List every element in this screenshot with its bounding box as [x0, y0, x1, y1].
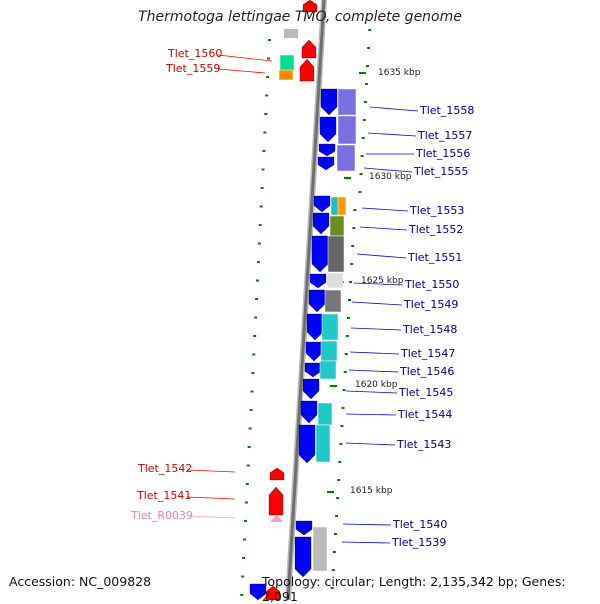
backbone-line — [286, 0, 326, 600]
gene-category-block — [321, 313, 339, 341]
leader-line — [348, 369, 399, 373]
gene-category-block — [337, 88, 357, 116]
leader-line — [341, 541, 391, 544]
gene-label-tlet-1552: Tlet_1552 — [409, 223, 464, 236]
reverse-gene-arrow — [302, 378, 320, 400]
reverse-gene-arrow — [320, 88, 338, 116]
leader-line — [342, 523, 392, 526]
leader-line — [356, 253, 407, 259]
reverse-gene-arrow — [304, 362, 322, 378]
gene-label-tlet-1545: Tlet_1545 — [399, 386, 454, 399]
reverse-gene-arrow — [295, 520, 313, 536]
leader-line — [349, 351, 400, 355]
gene-label-tlet-1557: Tlet_1557 — [418, 129, 473, 142]
leader-line — [186, 496, 236, 500]
gene-label-tlet-1546: Tlet_1546 — [400, 365, 455, 378]
kbp-scale-label: 1625 kbp — [361, 276, 404, 286]
gene-category-block — [326, 272, 344, 289]
reverse-gene-arrow — [298, 424, 316, 464]
reverse-gene-arrow — [309, 273, 327, 289]
reverse-gene-arrow — [300, 400, 318, 424]
gene-label-tlet-1555: Tlet_1555 — [414, 165, 469, 178]
forward-gene-arrow — [299, 58, 315, 82]
leader-line — [187, 515, 236, 519]
genome-title: Thermotoga lettingae TMO, complete genom… — [138, 9, 462, 25]
gene-block — [284, 29, 298, 38]
kbp-scale-label: 1630 kbp — [369, 172, 412, 182]
gene-category-block — [319, 360, 337, 380]
gene-category-block — [337, 196, 347, 216]
leader-line — [187, 469, 236, 473]
gene-label-tlet-1549: Tlet_1549 — [404, 298, 459, 311]
reverse-gene-arrow — [318, 143, 336, 157]
kbp-scale-label: 1620 kbp — [355, 380, 398, 390]
reverse-gene-arrow — [313, 195, 331, 213]
leader-line — [345, 413, 397, 416]
gene-category-block — [278, 69, 294, 81]
leader-line — [351, 301, 403, 306]
reverse-gene-arrow — [308, 289, 326, 313]
gene-category-block — [317, 402, 333, 426]
gene-label-tlet-1551: Tlet_1551 — [408, 251, 463, 264]
reverse-gene-arrow — [319, 116, 337, 143]
leader-line — [217, 54, 273, 62]
gene-label-tlet-1558: Tlet_1558 — [420, 104, 475, 117]
gene-category-block — [337, 115, 357, 145]
gene-label-tlet-1547: Tlet_1547 — [401, 347, 456, 360]
leader-line — [369, 106, 419, 112]
leader-line — [367, 132, 417, 137]
reverse-gene-arrow — [294, 536, 312, 578]
reverse-gene-arrow — [306, 313, 324, 341]
gene-category-block — [315, 424, 331, 463]
gene-label-tlet-1556: Tlet_1556 — [416, 147, 471, 160]
gene-category-block — [329, 215, 345, 237]
gene-category-block — [312, 526, 328, 572]
gene-label-tlet-1541: Tlet_1541 — [137, 489, 192, 502]
gene-category-block — [327, 235, 345, 273]
leader-line — [350, 327, 402, 331]
forward-gene-arrow — [301, 39, 317, 59]
gene-label-tlet-1548: Tlet_1548 — [403, 323, 458, 336]
kbp-scale-label: 1635 kbp — [378, 68, 421, 78]
gene-category-block — [324, 289, 342, 313]
reverse-gene-arrow — [311, 235, 329, 273]
gene-category-block — [279, 54, 295, 72]
gene-label-tlet-1559: Tlet_1559 — [166, 62, 221, 75]
gene-label-tlet-1539: Tlet_1539 — [392, 536, 447, 549]
gene-category-block — [336, 144, 356, 172]
forward-gene-arrow — [269, 467, 285, 481]
gene-label-tlet-1553: Tlet_1553 — [410, 204, 465, 217]
leader-line — [345, 390, 398, 394]
gene-label-tlet-1560: Tlet_1560 — [168, 47, 223, 60]
gene-label-tlet-1544: Tlet_1544 — [398, 408, 453, 421]
forward-gene-arrow — [302, 0, 318, 13]
leader-line — [361, 207, 409, 212]
accession-text: Accession: NC_009828 — [9, 574, 152, 589]
leader-line — [359, 226, 408, 231]
gene-label-tlet-1543: Tlet_1543 — [397, 438, 452, 451]
gene-label-tlet-r0039: Tlet_R0039 — [131, 509, 193, 522]
gene-category-block — [320, 340, 338, 362]
kbp-scale-label: 1615 kbp — [350, 486, 393, 496]
leader-line — [345, 442, 396, 446]
leader-line — [363, 167, 413, 173]
forward-gene-arrow — [268, 486, 284, 516]
rna-gene-marker — [270, 515, 283, 522]
forward-gene-arrow — [265, 585, 281, 600]
leader-line — [217, 68, 266, 74]
leader-line — [353, 282, 404, 286]
reverse-gene-arrow — [305, 341, 323, 362]
gene-label-tlet-1540: Tlet_1540 — [393, 518, 448, 531]
gene-label-tlet-1550: Tlet_1550 — [405, 278, 460, 291]
reverse-gene-arrow — [312, 212, 330, 235]
reverse-gene-arrow — [249, 583, 267, 600]
reverse-gene-arrow — [317, 156, 335, 171]
gene-label-tlet-1542: Tlet_1542 — [138, 462, 193, 475]
